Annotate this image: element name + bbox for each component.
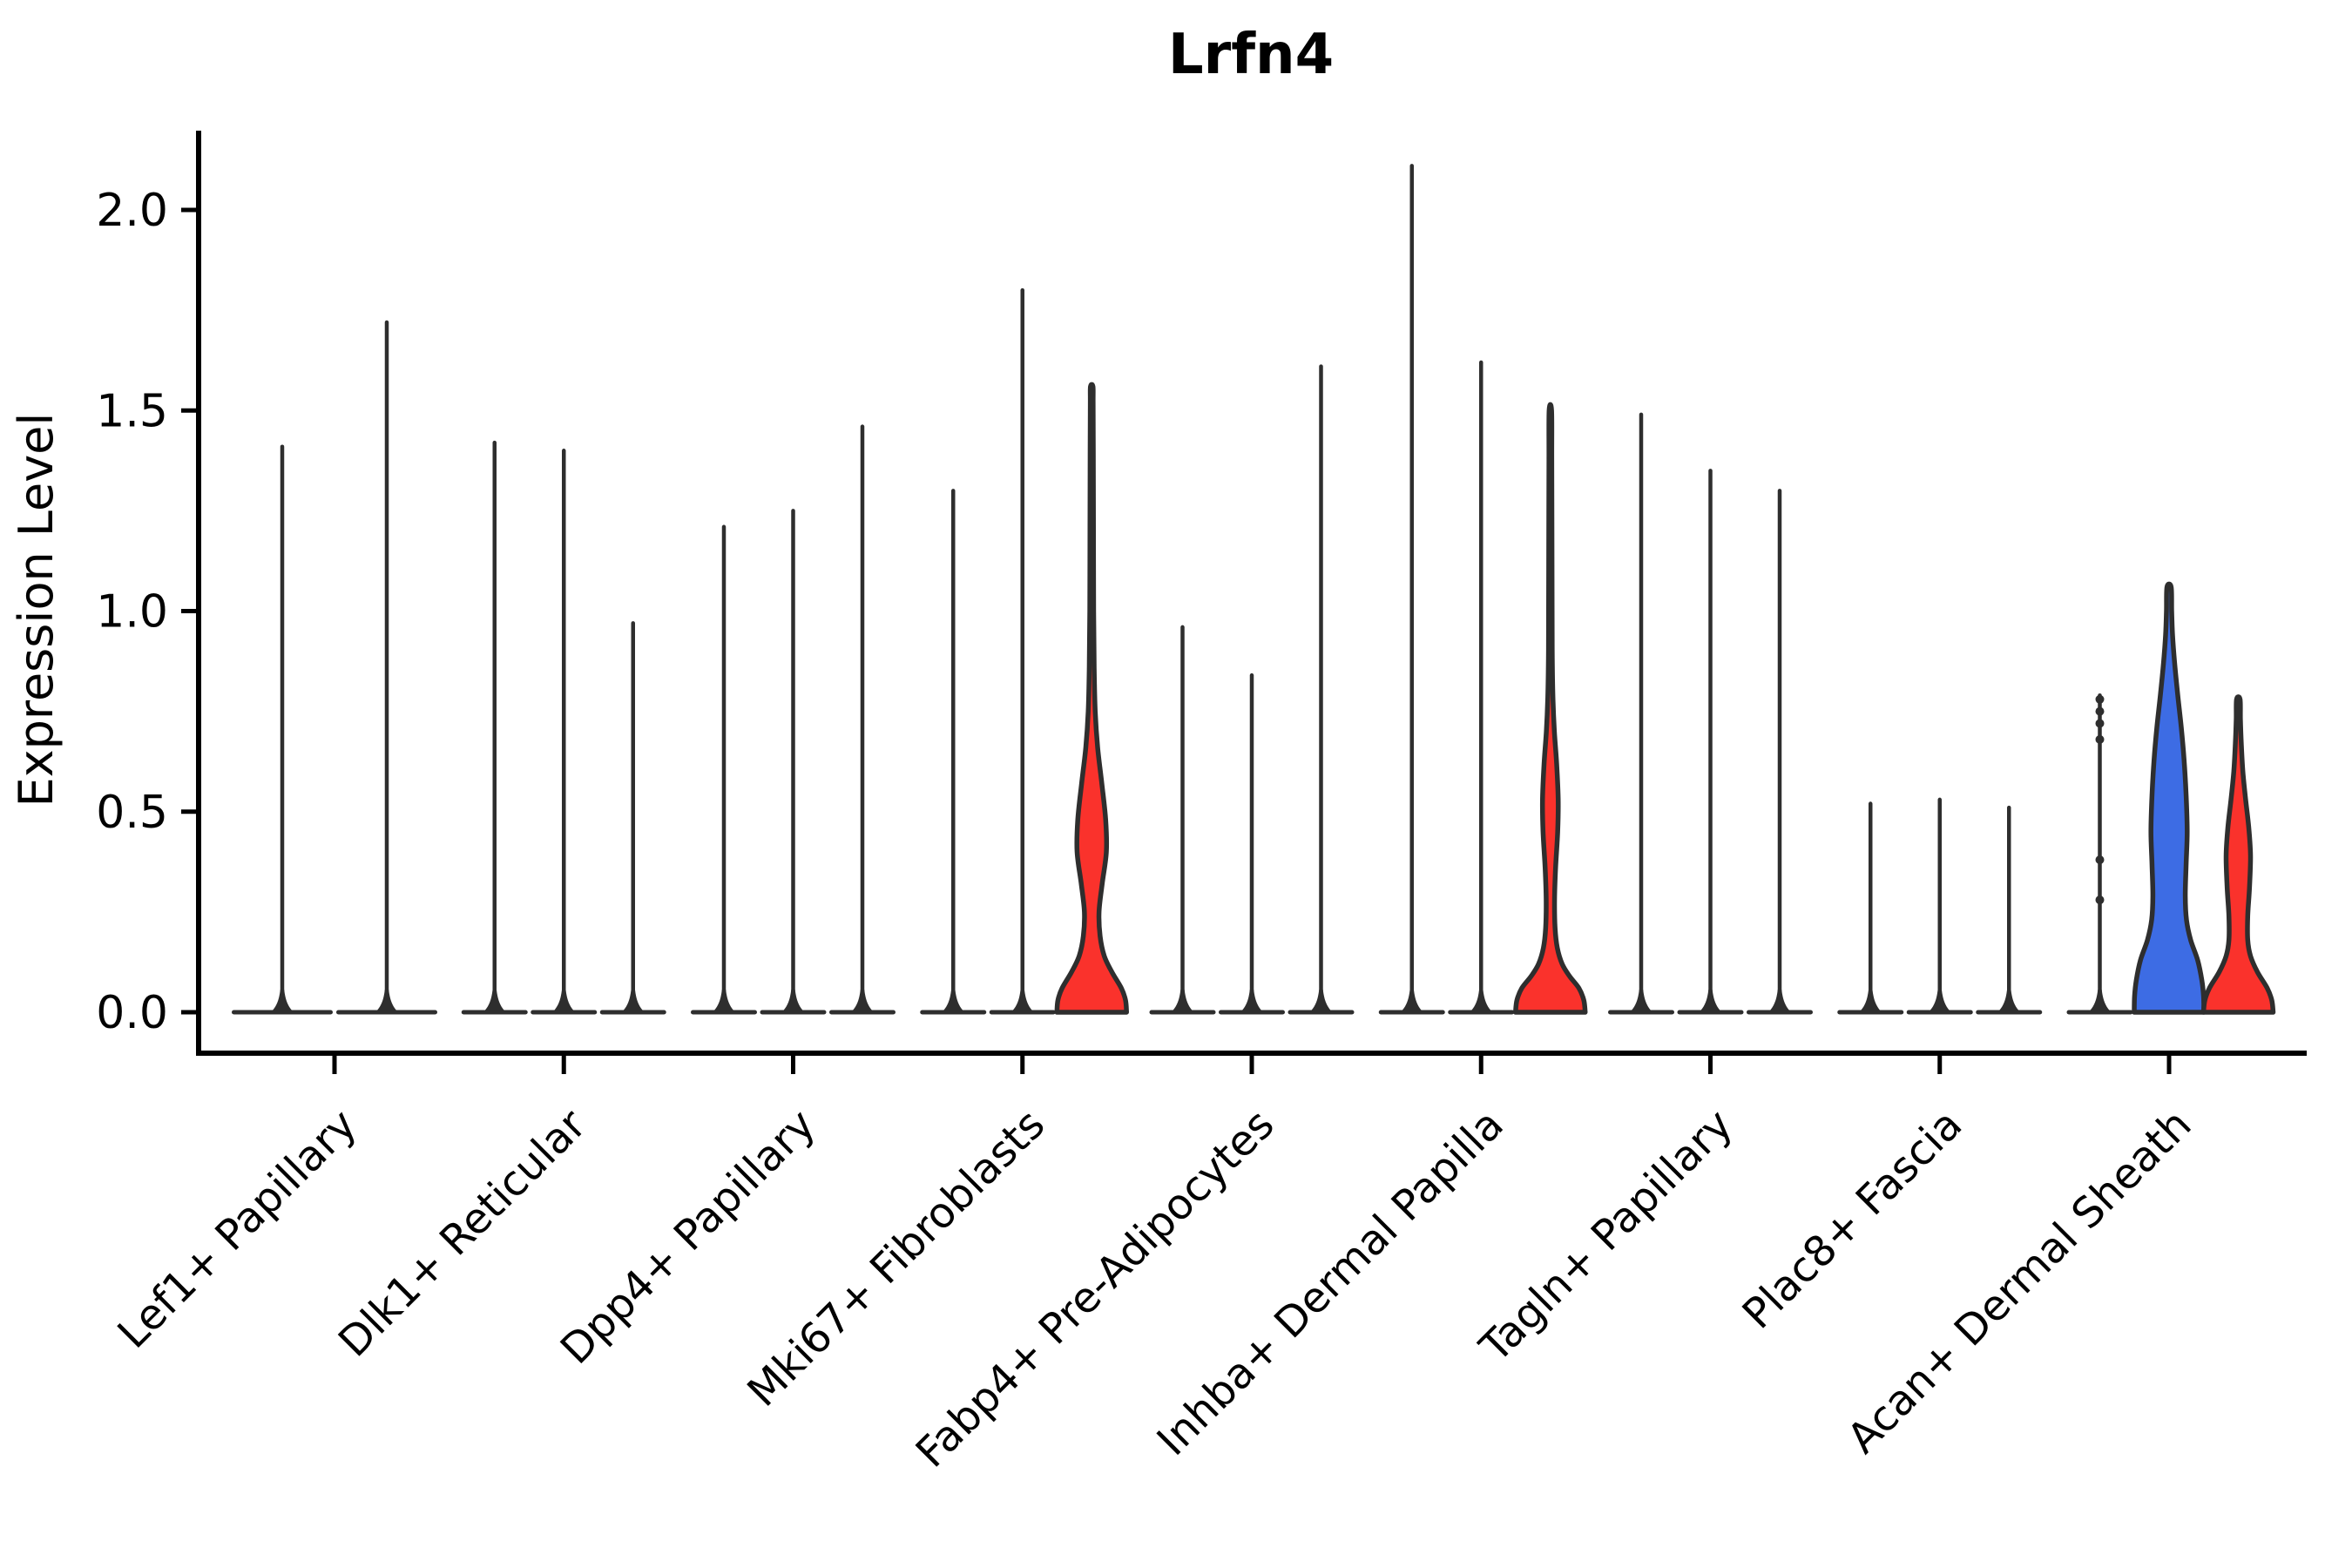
y-tick-label: 0.5: [96, 787, 168, 839]
category-1-violins: [461, 440, 666, 1015]
y-tick-label: 1.5: [96, 385, 168, 437]
violin-point: [2095, 694, 2105, 704]
category-0-violins: [232, 320, 437, 1015]
violin-shaped-red: [1513, 402, 1588, 1015]
category-8-violins: [2066, 581, 2276, 1015]
violin-shaped-red: [2200, 694, 2276, 1015]
y-axis-label: Expression Level: [9, 413, 64, 808]
violin-point: [2095, 855, 2105, 865]
x-tick-label-1: Dlk1+ Reticular: [329, 1100, 596, 1367]
y-tick-label: 2.0: [96, 185, 168, 237]
x-tick-label-7: Plac8+ Fascia: [1734, 1100, 1972, 1339]
category-3-violins: [920, 287, 1129, 1015]
violin-point: [2095, 719, 2105, 728]
x-tick-label-2: Dpp4+ Papillary: [551, 1100, 825, 1374]
violin-point: [2095, 706, 2105, 716]
x-tick-label-6: Tagln+ Papillary: [1470, 1100, 1742, 1372]
violin-point: [2095, 734, 2105, 744]
category-6-violins: [1608, 412, 1813, 1015]
category-2-violins: [691, 424, 896, 1015]
category-7-violins: [1837, 797, 2043, 1015]
x-tick-label-0: Lef1+ Papillary: [109, 1100, 367, 1358]
violin-shaped-blue: [2132, 581, 2207, 1015]
violins-layer: [232, 164, 2276, 1015]
category-4-violins: [1149, 364, 1355, 1015]
y-tick-label: 1.0: [96, 586, 168, 639]
category-5-violins: [1378, 164, 1588, 1015]
chart-title: Lrfn4: [1168, 23, 1334, 87]
violin-shaped-red: [1054, 382, 1129, 1015]
violin-point: [2095, 896, 2105, 905]
y-tick-label: 0.0: [96, 987, 168, 1039]
